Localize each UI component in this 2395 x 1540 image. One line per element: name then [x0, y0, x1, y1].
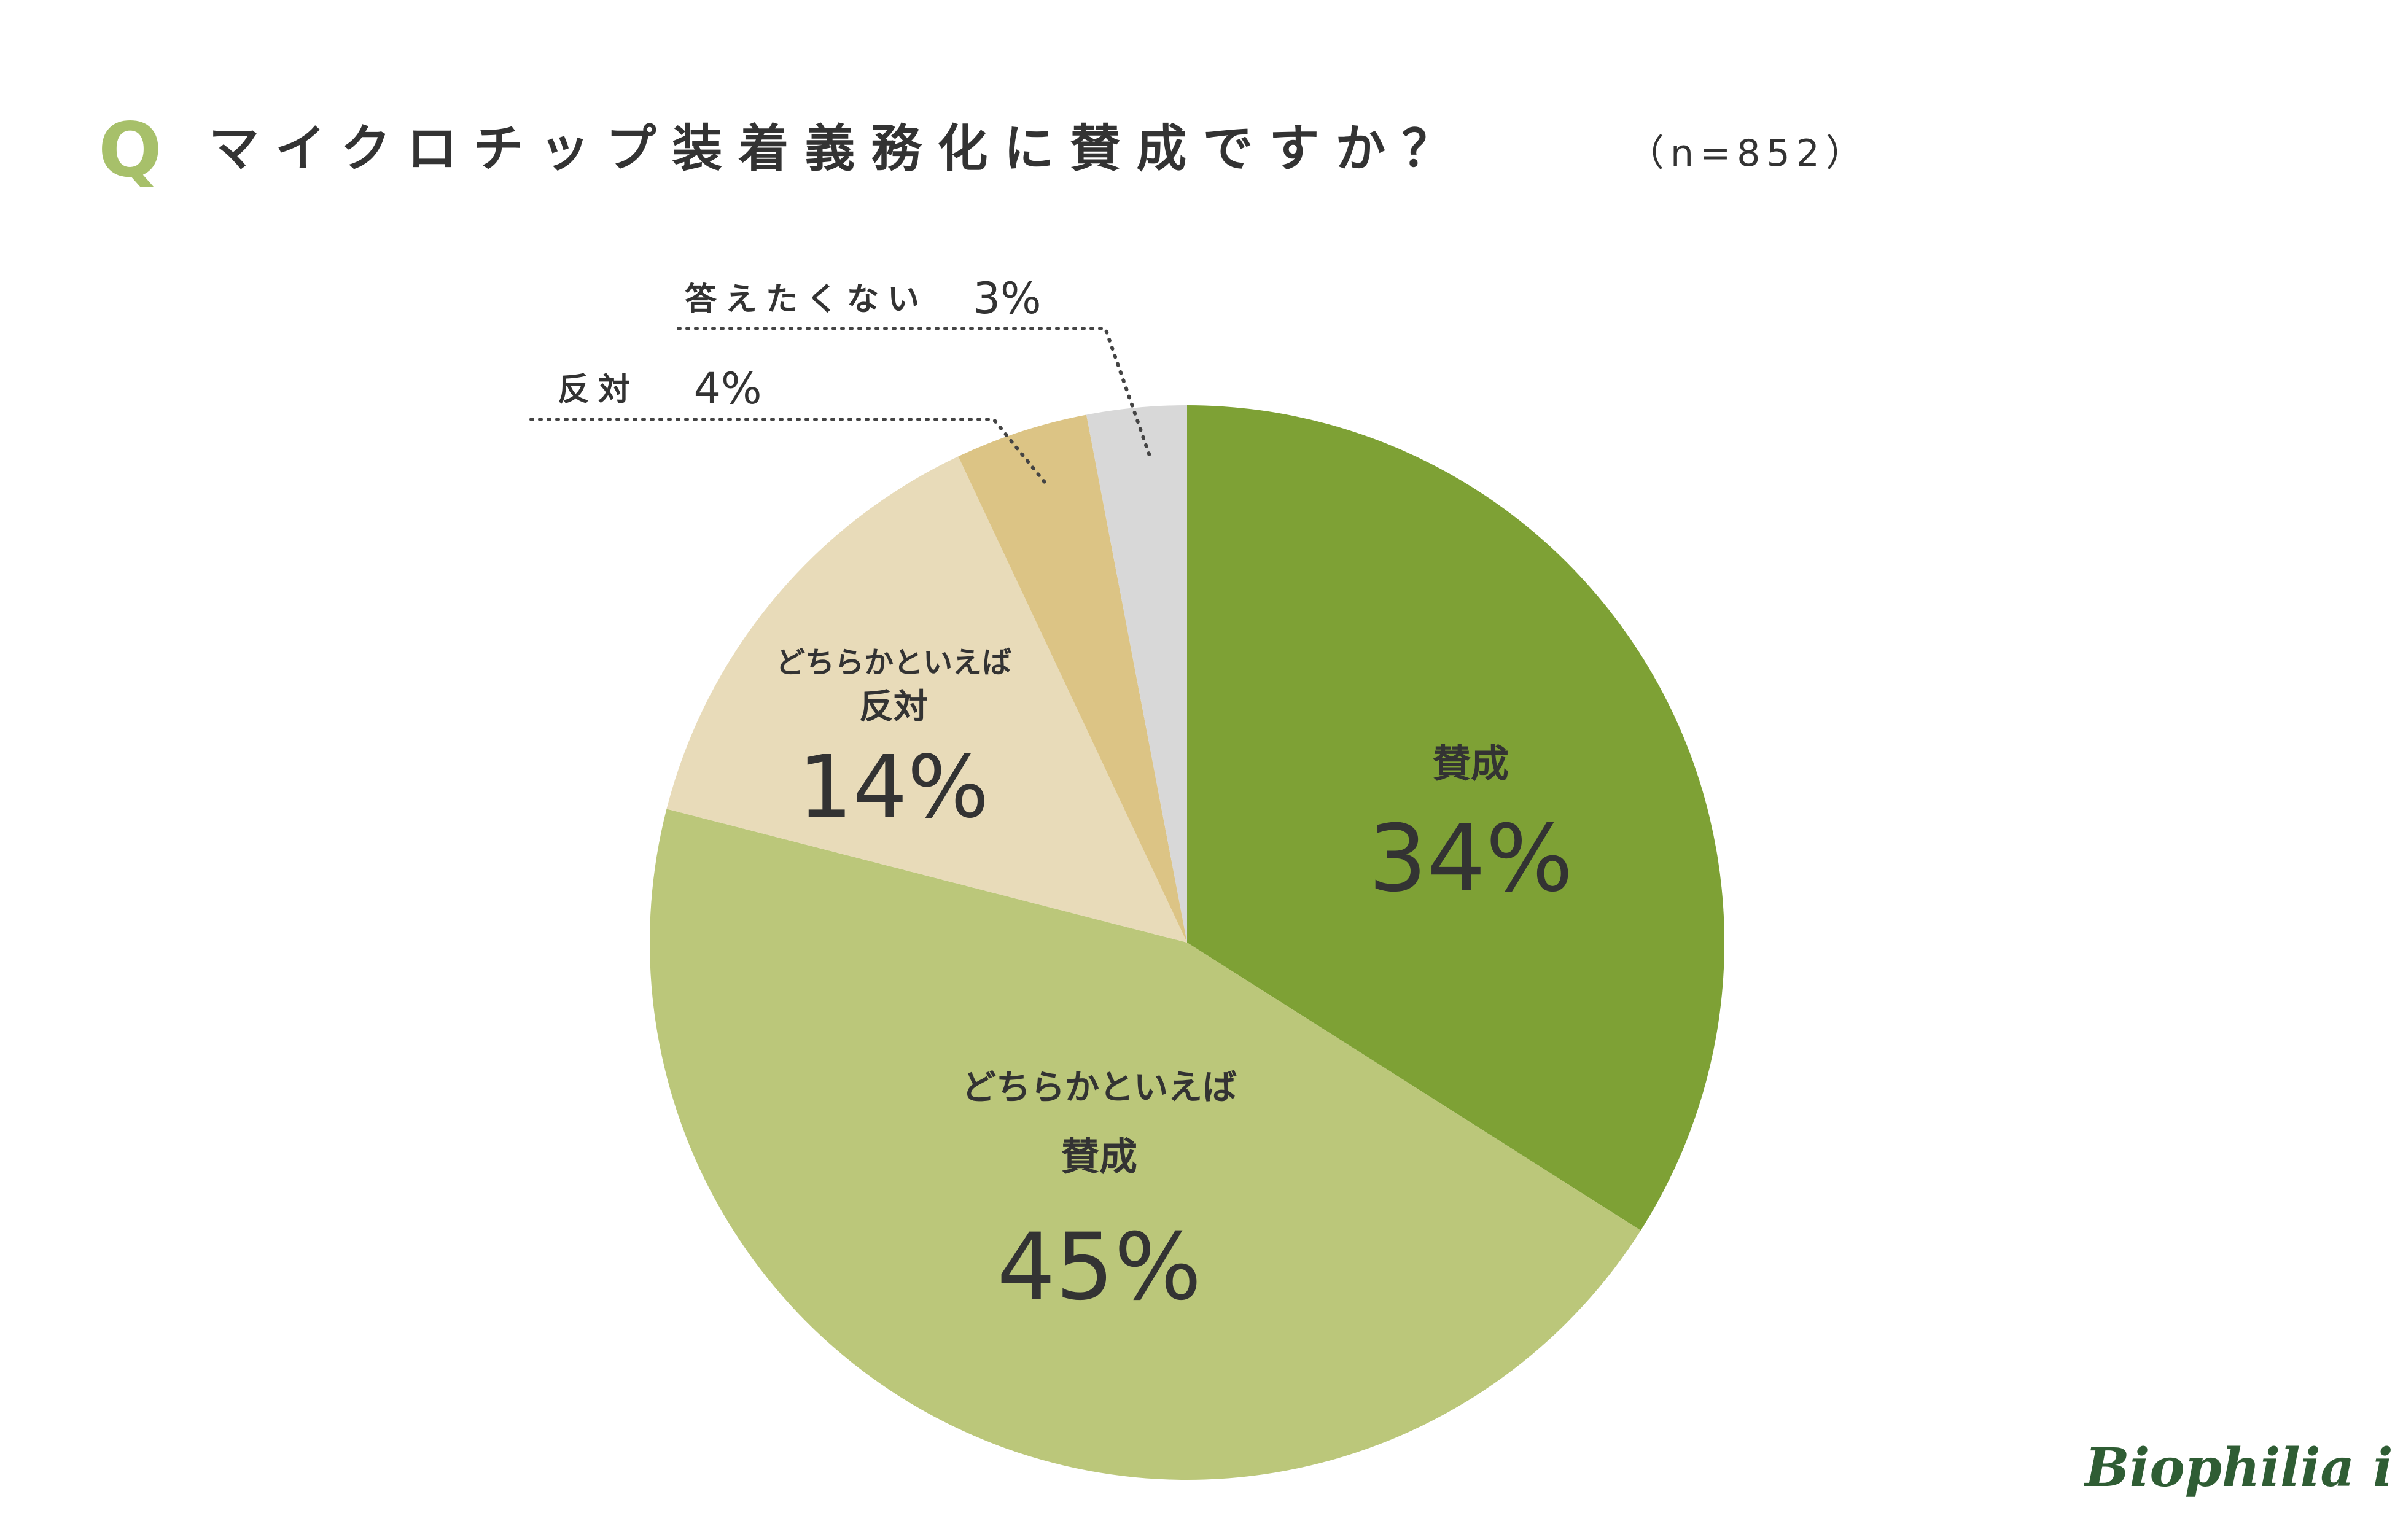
slice-pct-1: 34% [1368, 806, 1573, 912]
outside-pct-4: 4% [693, 364, 761, 414]
leader-line-4 [529, 418, 1049, 487]
slice-pct-3: 14% [798, 737, 989, 838]
pie-slice-5 [1086, 405, 1187, 943]
outside-label-5: 答えたくない [685, 281, 928, 318]
pie-slice-3 [666, 456, 1187, 943]
outside-pct-5: 3% [973, 273, 1041, 324]
company-logo: Biophilia inc. [2083, 1437, 2395, 1499]
leader-line-5 [677, 327, 1152, 459]
page-title: マイクロチップ装着義務化に賛成ですか？ [209, 120, 1468, 178]
pie-slices [649, 405, 1725, 1480]
sample-size: （n=852） [1627, 132, 1869, 175]
pie-slice-2 [649, 809, 1641, 1480]
slice-pct-2: 45% [997, 1214, 1201, 1321]
slice-label-3: どちらかといえば [776, 645, 1011, 680]
pie-slice-1 [1187, 405, 1725, 1231]
slice-label-2: どちらかといえば [962, 1068, 1237, 1108]
pie-slice-4 [958, 414, 1187, 943]
q-mark: Q [98, 107, 162, 194]
slice-label-1: 賛成 [1433, 741, 1509, 786]
leader-lines [529, 327, 1152, 487]
outside-label-4: 反対 [558, 371, 639, 408]
slice-label-2: 賛成 [1061, 1134, 1137, 1179]
slice-label-3: 反対 [859, 687, 928, 727]
